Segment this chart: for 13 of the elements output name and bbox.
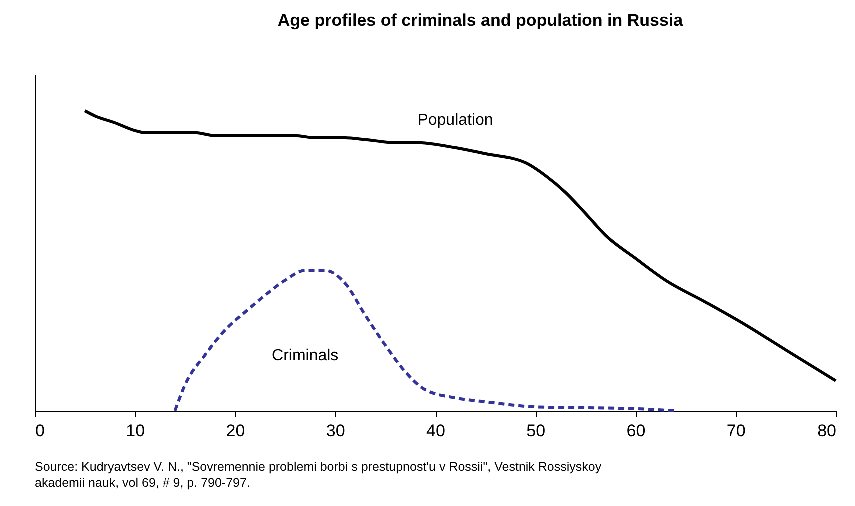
x-tick-label: 40	[426, 422, 446, 440]
series-label: Population	[418, 112, 494, 129]
text: Criminals	[272, 348, 339, 365]
x-tick-label: 0	[36, 422, 45, 440]
source-note: Source: Kudryavtsev V. N., "Sovremennie problemi borbi s prestupnost'u v Rossii", Vestnik Rossiyskoy akademii nauk, vol 69, # 9, p. 790-797.	[35, 460, 602, 490]
x-tick-label: 30	[326, 422, 346, 440]
x-tick-label: 60	[626, 422, 646, 440]
x-tick-label: 20	[226, 422, 246, 440]
x-tick-label: 70	[726, 422, 746, 440]
chart-title: Age profiles of criminals and population in Russia	[278, 11, 684, 30]
x-tick-label: 10	[126, 422, 146, 440]
x-tick-label: 50	[526, 422, 546, 440]
x-tick-label: 80	[818, 422, 836, 440]
